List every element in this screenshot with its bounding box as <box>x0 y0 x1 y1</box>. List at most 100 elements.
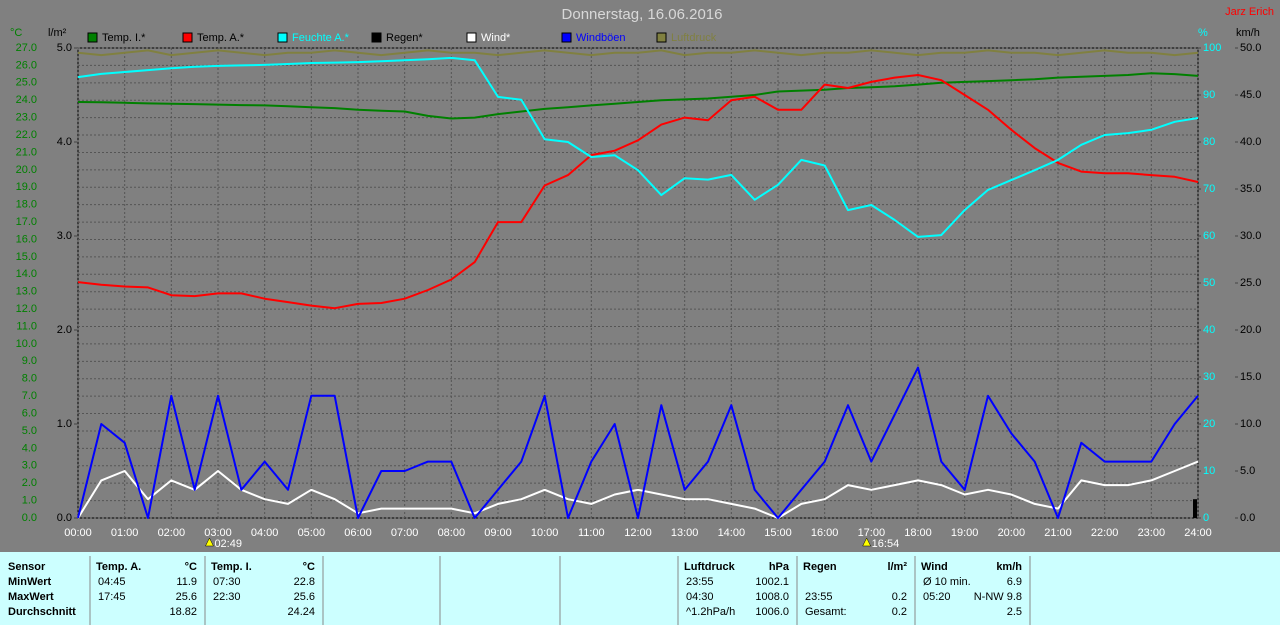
sun-marker <box>862 537 872 547</box>
x-tick-label: 21:00 <box>1044 527 1072 539</box>
group-title: Luftdruck <box>684 561 736 573</box>
cell: 04:30 <box>686 591 714 603</box>
legend-label: Temp. I.* <box>102 32 146 44</box>
annotation-label: 16:54 <box>872 538 900 550</box>
x-tick-label: 05:00 <box>298 527 326 539</box>
cell: 04:45 <box>98 576 126 588</box>
y-tick-label: 15.0 <box>16 251 37 263</box>
cell-value: 25.6 <box>294 591 315 603</box>
x-tick-label: 04:00 <box>251 527 279 539</box>
cell-value: 0.2 <box>892 606 907 618</box>
x-tick-label: 23:00 <box>1138 527 1166 539</box>
x-tick-label: 12:00 <box>624 527 652 539</box>
cell-value: 24.24 <box>287 606 315 618</box>
y-tick-label: 8.0 <box>22 373 37 385</box>
cell-value: 0.2 <box>892 591 907 603</box>
y4-tick-label: 25.0 <box>1240 277 1261 289</box>
y4-tick-label: 45.0 <box>1240 89 1261 101</box>
y3-unit: % <box>1198 27 1208 39</box>
y-tick-label: 6.0 <box>22 407 37 419</box>
x-tick-label: 14:00 <box>718 527 746 539</box>
y4-tick-label: 0.0 <box>1240 512 1255 524</box>
legend-label: Luftdruck <box>671 32 717 44</box>
y3-tick-label: 20 <box>1203 418 1215 430</box>
x-tick-label: 07:00 <box>391 527 419 539</box>
y2-tick-label: 1.0 <box>57 418 72 430</box>
y3-tick-label: 30 <box>1203 371 1215 383</box>
legend-swatch <box>182 32 193 43</box>
x-tick-label: 11:00 <box>578 527 605 539</box>
y3-tick-label: 0 <box>1203 512 1209 524</box>
y-tick-label: 4.0 <box>22 442 37 454</box>
y3-tick-label: 40 <box>1203 324 1215 336</box>
x-tick-label: 00:00 <box>64 527 92 539</box>
y2-tick-label: 2.0 <box>57 324 72 336</box>
y-tick-label: 26.0 <box>16 59 37 71</box>
cell-value: 25.6 <box>176 591 197 603</box>
y3-tick-label: 90 <box>1203 89 1215 101</box>
y-tick-label: 5.0 <box>22 425 37 437</box>
legend-label: Feuchte A.* <box>292 32 350 44</box>
annotation-label: 02:49 <box>214 538 242 550</box>
y-tick-label: 11.0 <box>16 320 37 332</box>
x-tick-label: 08:00 <box>438 527 466 539</box>
cell: 23:55 <box>805 591 833 603</box>
row-label: MinWert <box>8 576 52 588</box>
legend-swatch <box>656 32 667 43</box>
legend-swatch <box>371 32 382 43</box>
x-tick-label: 06:00 <box>344 527 372 539</box>
legend-label: Windböen <box>576 32 626 44</box>
cell-value: 1002.1 <box>755 576 789 588</box>
y3-tick-label: 100 <box>1203 42 1221 54</box>
x-tick-label: 17:00 <box>858 527 886 539</box>
y2-tick-label: 4.0 <box>57 136 72 148</box>
x-tick-label: 19:00 <box>951 527 979 539</box>
y-tick-label: 24.0 <box>16 94 37 106</box>
y-tick-label: 16.0 <box>16 233 37 245</box>
cell-value: 6.9 <box>1007 576 1022 588</box>
cell: Ø 10 min. <box>923 576 971 588</box>
series-line <box>77 49 1199 57</box>
cell-value: 11.9 <box>176 576 197 588</box>
y4-tick-label: 40.0 <box>1240 136 1261 148</box>
x-tick-label: 09:00 <box>484 527 512 539</box>
y4-tick-label: 15.0 <box>1240 371 1261 383</box>
y-tick-label: 18.0 <box>16 199 37 211</box>
y2-tick-label: 0.0 <box>57 512 72 524</box>
y-tick-label: 13.0 <box>16 286 37 298</box>
rain-bar <box>1193 499 1197 518</box>
group-title: Regen <box>803 561 837 573</box>
legend-label: Regen* <box>386 32 423 44</box>
y-tick-label: 27.0 <box>16 42 37 54</box>
y3-tick-label: 60 <box>1203 230 1215 242</box>
x-tick-label: 15:00 <box>764 527 792 539</box>
y-tick-label: 3.0 <box>22 460 37 472</box>
legend-swatch <box>277 32 288 43</box>
legend-label: Wind* <box>481 32 511 44</box>
y4-tick-label: 20.0 <box>1240 324 1261 336</box>
x-tick-label: 18:00 <box>904 527 932 539</box>
series-line <box>77 460 1199 519</box>
y3-tick-label: 50 <box>1203 277 1215 289</box>
y2-tick-label: 5.0 <box>57 42 72 54</box>
cell-value: 22.8 <box>294 576 315 588</box>
y-tick-label: 2.0 <box>22 477 37 489</box>
y3-tick-label: 80 <box>1203 136 1215 148</box>
y-tick-label: 25.0 <box>16 77 37 89</box>
y-tick-label: 19.0 <box>16 181 37 193</box>
y-tick-label: 10.0 <box>16 338 37 350</box>
cell: 07:30 <box>213 576 241 588</box>
cell-value: 1006.0 <box>755 606 789 618</box>
cell-value: 18.82 <box>169 606 197 618</box>
y4-tick-label: 10.0 <box>1240 418 1261 430</box>
cell-value: 2.5 <box>1007 606 1022 618</box>
group-title: Temp. A. <box>96 561 141 573</box>
cell: ^1.2hPa/h <box>686 606 735 618</box>
group-title: Temp. I. <box>211 561 252 573</box>
y-tick-label: 14.0 <box>16 268 37 280</box>
y4-tick-label: 50.0 <box>1240 42 1261 54</box>
legend-swatch <box>466 32 477 43</box>
cell: 17:45 <box>98 591 126 603</box>
group-unit: km/h <box>996 561 1022 573</box>
series-line <box>77 56 1199 238</box>
